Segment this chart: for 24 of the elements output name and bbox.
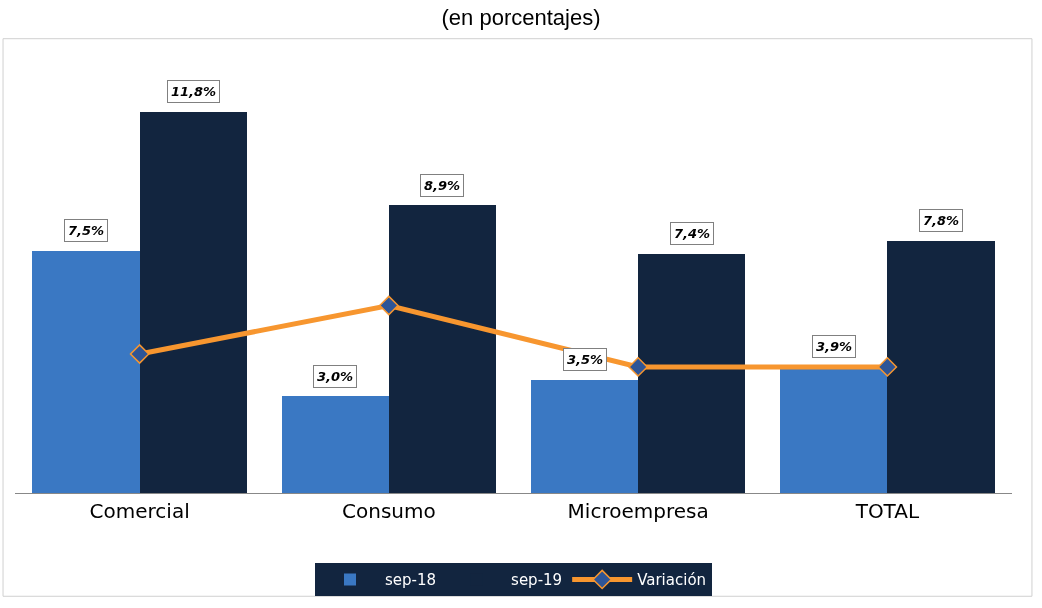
chart-title: (en porcentajes) <box>441 4 601 30</box>
data-label: 7,5% <box>68 223 105 238</box>
legend-label: Variación <box>637 571 707 590</box>
data-label: 3,0% <box>317 369 354 384</box>
x-tick-label: TOTAL <box>854 499 920 523</box>
data-label: 3,5% <box>567 352 604 367</box>
data-label: 7,8% <box>923 213 960 228</box>
bar <box>780 367 887 493</box>
x-tick-label: Microempresa <box>567 499 709 523</box>
legend-label: sep-18 <box>385 571 437 590</box>
data-label: 3,9% <box>816 339 853 354</box>
bar <box>140 112 247 493</box>
x-tick-label: Comercial <box>89 499 190 523</box>
data-label: 11,8% <box>171 84 217 99</box>
bar <box>282 396 389 493</box>
bar <box>531 380 638 493</box>
bar <box>887 241 995 493</box>
bar <box>638 254 745 493</box>
x-tick-label: Consumo <box>342 499 436 523</box>
data-label: 7,4% <box>674 226 711 241</box>
bar <box>32 251 140 493</box>
data-label: 8,9% <box>424 178 461 193</box>
bar <box>389 205 496 493</box>
text: sep-19 <box>511 571 563 590</box>
